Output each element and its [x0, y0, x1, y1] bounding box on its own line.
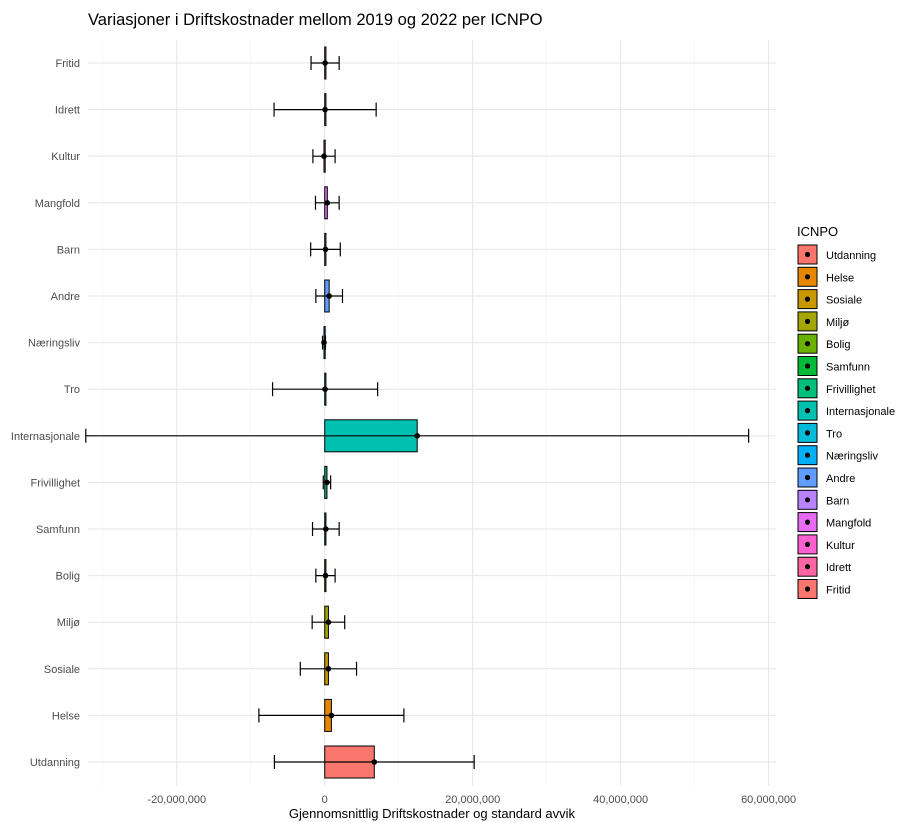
- y-tick-label: Andre: [51, 291, 80, 303]
- legend-label: Bolig: [826, 339, 850, 351]
- legend-title: ICNPO: [797, 224, 838, 239]
- legend-point: [804, 363, 811, 369]
- mean-point-utdanning: [371, 759, 378, 765]
- y-tick-label: Bolig: [56, 571, 80, 583]
- legend-label: Miljø: [826, 317, 849, 329]
- mean-point-barn: [322, 246, 329, 253]
- legend-item: Fritid: [797, 579, 850, 599]
- mean-point-andre: [326, 293, 332, 299]
- x-tick-labels: -20,000,000 0 20,000,000 40,000,000 60,000,0…: [147, 794, 796, 806]
- legend-point: [804, 564, 811, 570]
- legend-label: Andre: [826, 473, 855, 485]
- mean-point-bolig: [322, 572, 329, 579]
- y-tick-label: Kultur: [51, 151, 80, 163]
- legend-point: [804, 474, 811, 481]
- legend-label: Samfunn: [826, 362, 870, 374]
- legend-label: Tro: [826, 428, 842, 440]
- mean-point-idrett: [322, 106, 328, 113]
- x-tick-label: -20,000,000: [147, 794, 206, 806]
- legend-item: Internasjonale: [797, 400, 895, 421]
- legend-label: Internasjonale: [826, 406, 895, 418]
- legend-item: Frivillighet: [797, 378, 876, 399]
- legend-item: Næringsliv: [797, 445, 878, 466]
- legend-item: Mangfold: [797, 512, 871, 533]
- y-tick-label: Sosiale: [44, 664, 80, 676]
- y-tick-label: Internasjonale: [11, 431, 80, 443]
- legend-point: [804, 519, 811, 525]
- legend-label: Frivillighet: [826, 384, 876, 396]
- legend-point: [804, 385, 811, 391]
- legend-label: Fritid: [826, 585, 850, 597]
- y-tick-label: Frivillighet: [30, 477, 80, 489]
- mean-point-tro: [322, 386, 328, 393]
- legend: ICNPO Utdanning Helse Sosiale Miljø Bolig Sam…: [797, 224, 895, 599]
- legend-label: Sosiale: [826, 295, 862, 307]
- x-tick-label: 40,000,000: [593, 794, 648, 806]
- y-tick-label: Idrett: [55, 105, 80, 117]
- legend-item: Tro: [797, 422, 842, 443]
- y-tick-label: Barn: [57, 244, 80, 256]
- mean-point-samfunn: [323, 526, 329, 532]
- mean-point-mangfold: [324, 200, 331, 206]
- legend-point: [804, 341, 811, 347]
- legend-item: Utdanning: [797, 244, 876, 265]
- error-bars: [85, 56, 750, 769]
- legend-point: [804, 274, 811, 280]
- mean-point-miljø: [325, 619, 332, 625]
- legend-item: Miljø: [797, 311, 849, 332]
- legend-label: Kultur: [826, 540, 855, 552]
- mean-point-frivillighet: [324, 479, 330, 486]
- legend-label: Idrett: [826, 562, 851, 574]
- y-tick-label: Miljø: [57, 617, 80, 629]
- legend-point: [804, 430, 811, 436]
- legend-item: Sosiale: [797, 289, 862, 310]
- y-tick-label: Mangfold: [35, 198, 80, 210]
- mean-point-internasjonale: [414, 433, 421, 439]
- y-tick-label: Utdanning: [30, 757, 80, 769]
- legend-item: Bolig: [797, 333, 850, 354]
- legend-point: [804, 318, 811, 324]
- x-tick-label: 0: [322, 794, 328, 806]
- x-tick-label: 20,000,000: [445, 794, 500, 806]
- legend-label: Mangfold: [826, 518, 871, 530]
- x-tick-label: 60,000,000: [741, 794, 796, 806]
- legend-point: [804, 541, 811, 548]
- mean-point-næringsliv: [321, 339, 327, 346]
- y-tick-label: Fritid: [56, 58, 80, 70]
- legend-point: [804, 296, 811, 302]
- legend-point: [804, 497, 811, 503]
- legend-item: Kultur: [797, 534, 855, 555]
- legend-point: [804, 251, 811, 258]
- mean-point-kultur: [321, 153, 327, 159]
- y-tick-label: Helse: [52, 710, 80, 722]
- legend-point: [804, 408, 811, 414]
- legend-item: Andre: [797, 467, 855, 488]
- legend-item: Idrett: [797, 556, 851, 577]
- gridlines: [88, 40, 776, 786]
- legend-point: [804, 452, 811, 458]
- legend-label: Helse: [826, 272, 854, 284]
- mean-points: [321, 60, 421, 765]
- legend-item: Helse: [797, 266, 854, 287]
- y-tick-label: Samfunn: [36, 524, 80, 536]
- legend-point: [804, 586, 811, 592]
- legend-label: Næringsliv: [826, 451, 878, 463]
- legend-label: Barn: [826, 495, 849, 507]
- x-axis-title: Gjennomsnittlig Driftskostnader og stand…: [289, 806, 576, 821]
- legend-item: Barn: [797, 489, 849, 510]
- y-tick-labels: Utdanning Helse Sosiale Miljø Bolig Samfunn Fr…: [11, 58, 81, 769]
- legend-label: Utdanning: [826, 250, 876, 262]
- mean-point-fritid: [322, 60, 328, 66]
- chart-title: Variasjoner i Driftskostnader mellom 201…: [88, 11, 543, 29]
- mean-point-helse: [328, 712, 335, 719]
- y-tick-label: Tro: [64, 384, 80, 396]
- y-tick-label: Næringsliv: [28, 338, 80, 350]
- legend-item: Samfunn: [797, 356, 870, 376]
- mean-point-sosiale: [325, 666, 332, 672]
